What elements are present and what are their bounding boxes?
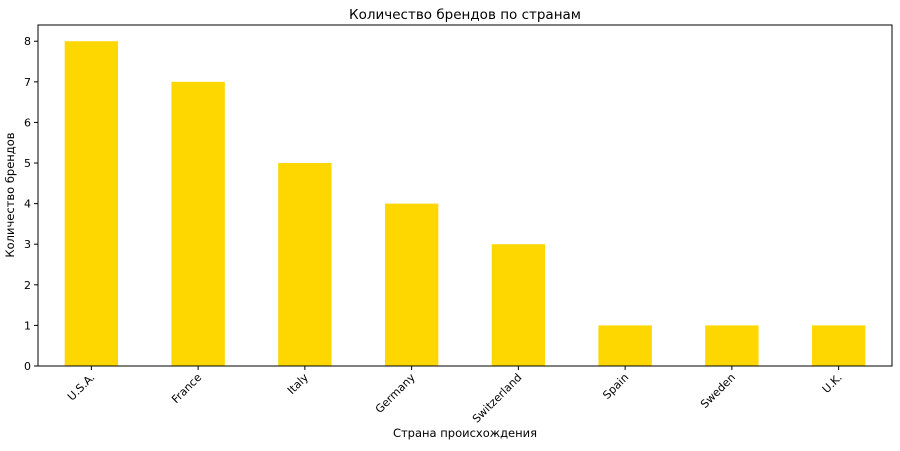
y-tick-label: 1	[24, 319, 31, 332]
bar-germany	[384, 203, 439, 366]
y-tick-label: 0	[24, 360, 31, 373]
x-axis-label: Страна происхождения	[393, 426, 537, 440]
x-tick-label: Italy	[285, 371, 311, 397]
bar-spain	[598, 325, 652, 366]
bar-italy	[278, 163, 332, 366]
plot-frame	[37, 24, 893, 367]
bar-switzerland	[491, 244, 546, 366]
x-tick-label: Germany	[373, 371, 418, 416]
bar-u-s-a	[64, 41, 119, 367]
bars-group	[64, 41, 866, 367]
x-tick-label: Spain	[600, 371, 631, 402]
bar-sweden	[705, 325, 759, 366]
y-tick-label: 7	[24, 76, 31, 89]
chart-title: Количество брендов по странам	[349, 7, 581, 23]
x-tick-label: Switzerland	[470, 371, 525, 426]
bar-france	[171, 81, 225, 366]
x-tick-label: U.S.A.	[65, 371, 97, 403]
x-tick-label: Sweden	[698, 371, 738, 411]
y-tick-label: 2	[24, 279, 31, 292]
y-tick-label: 5	[24, 157, 31, 170]
y-tick-label: 8	[24, 35, 31, 48]
y-tick-label: 6	[24, 116, 31, 129]
x-tick-label: France	[169, 371, 204, 406]
y-tick-label: 3	[24, 238, 31, 251]
y-tick-label: 4	[24, 198, 31, 211]
y-axis-label: Количество брендов	[3, 132, 17, 257]
x-tick-label: U.K.	[820, 371, 845, 396]
bar-u-k	[811, 325, 866, 366]
